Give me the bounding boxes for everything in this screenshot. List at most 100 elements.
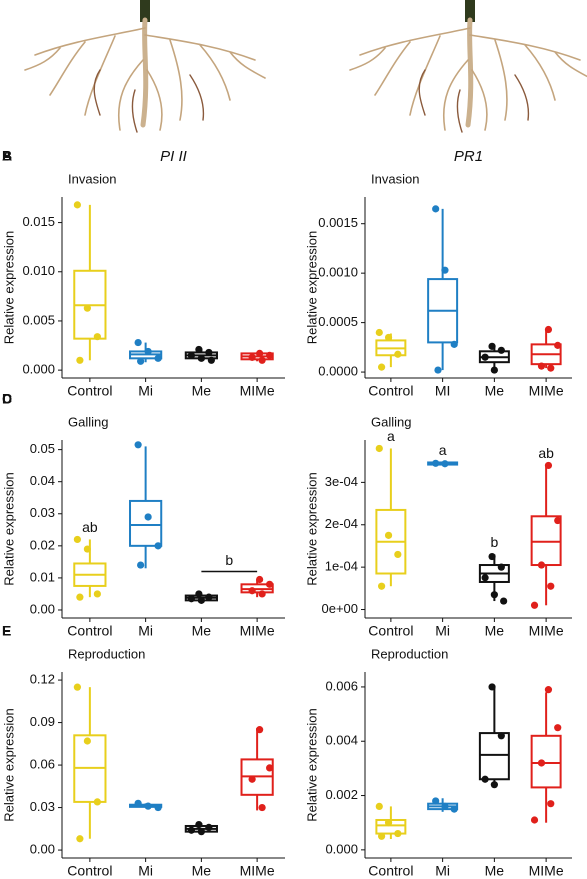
data-point bbox=[258, 356, 266, 364]
data-point bbox=[441, 802, 449, 811]
data-point bbox=[187, 351, 195, 359]
y-tick-label: 0.00 bbox=[30, 842, 55, 857]
panel-subtitle: Invasion bbox=[68, 171, 116, 186]
y-tick-label: 0.006 bbox=[325, 678, 358, 693]
box bbox=[530, 734, 562, 789]
data-point bbox=[248, 775, 256, 783]
data-point bbox=[134, 441, 142, 449]
data-point bbox=[378, 582, 386, 590]
x-tick-label: Me bbox=[192, 623, 212, 639]
y-tick-label: 0.010 bbox=[22, 263, 55, 278]
data-point bbox=[481, 775, 489, 783]
data-point bbox=[375, 444, 383, 453]
data-point bbox=[248, 353, 256, 361]
data-point bbox=[154, 354, 162, 362]
data-point bbox=[554, 516, 562, 525]
data-point bbox=[197, 596, 205, 604]
data-point bbox=[137, 357, 145, 365]
data-point bbox=[432, 205, 440, 213]
data-point bbox=[258, 590, 266, 598]
data-point bbox=[144, 802, 152, 810]
box bbox=[129, 499, 163, 547]
panel: A PI II Invasion Relative expression 0.000 0.… bbox=[1, 148, 285, 399]
data-point bbox=[256, 349, 264, 358]
root-illustration bbox=[24, 0, 266, 133]
panel: F Reproduction Relative expression 0.000 0.0… bbox=[2, 623, 572, 879]
data-point bbox=[197, 828, 205, 836]
data-point bbox=[490, 366, 498, 374]
significance-letter: ab bbox=[538, 445, 554, 461]
y-tick-label: 0.05 bbox=[30, 441, 55, 456]
y-tick-label: 0.0015 bbox=[318, 215, 358, 230]
data-point bbox=[481, 574, 489, 582]
y-tick-label: 0.015 bbox=[22, 214, 55, 229]
data-point bbox=[450, 805, 458, 813]
x-tick-label: Me bbox=[485, 863, 505, 879]
data-point bbox=[154, 542, 162, 550]
y-tick-label: 0.02 bbox=[30, 537, 55, 552]
x-tick-label: Me bbox=[485, 383, 505, 399]
x-tick-label: MIMe bbox=[529, 863, 564, 879]
data-point bbox=[544, 686, 553, 694]
data-point bbox=[394, 829, 402, 838]
data-point bbox=[488, 683, 496, 691]
data-point bbox=[197, 354, 205, 362]
data-point bbox=[207, 356, 215, 364]
data-point bbox=[530, 816, 539, 824]
data-point bbox=[497, 732, 505, 740]
data-point bbox=[375, 328, 383, 337]
significance-letter: a bbox=[387, 428, 395, 444]
y-tick-label: 0.002 bbox=[325, 787, 358, 802]
x-tick-label: Control bbox=[67, 383, 112, 399]
panel: D Galling Relative expression 0e+00 1e-04 2e-… bbox=[2, 391, 572, 639]
data-point bbox=[554, 341, 562, 349]
significance-letter: b bbox=[490, 534, 498, 550]
x-tick-label: Mi bbox=[435, 863, 450, 879]
y-tick-label: 0e+00 bbox=[321, 601, 358, 616]
y-axis-label: Relative expression bbox=[1, 472, 16, 585]
data-point bbox=[137, 561, 145, 569]
data-point bbox=[530, 601, 539, 609]
data-point bbox=[256, 726, 264, 734]
x-tick-label: Me bbox=[485, 623, 505, 639]
data-point bbox=[76, 593, 84, 601]
data-point bbox=[187, 595, 195, 603]
y-axis-label: Relative expression bbox=[304, 231, 319, 344]
data-point bbox=[83, 737, 91, 745]
data-point bbox=[537, 362, 546, 370]
y-tick-label: 0.000 bbox=[22, 362, 55, 377]
data-point bbox=[93, 590, 101, 598]
data-point bbox=[93, 333, 101, 341]
significance-letter: b bbox=[225, 552, 233, 568]
data-point bbox=[497, 346, 505, 354]
panel: B PR1 Invasion Relative expression 0.0000 0.0… bbox=[2, 148, 572, 399]
panel-subtitle: Reproduction bbox=[68, 646, 145, 661]
y-axis-label: Relative expression bbox=[304, 708, 319, 821]
data-point bbox=[205, 348, 213, 357]
x-tick-label: MIMe bbox=[529, 383, 564, 399]
root-illustration bbox=[349, 0, 587, 133]
panel-subtitle: Invasion bbox=[371, 171, 419, 186]
y-axis-label: Relative expression bbox=[1, 231, 16, 344]
panel-letter: D bbox=[2, 391, 12, 407]
significance-letter: ab bbox=[82, 519, 98, 535]
data-point bbox=[76, 835, 84, 843]
data-point bbox=[256, 575, 264, 584]
x-tick-label: Me bbox=[192, 383, 212, 399]
data-point bbox=[432, 797, 440, 805]
data-point bbox=[490, 781, 498, 789]
y-tick-label: 0.0010 bbox=[318, 265, 358, 280]
data-point bbox=[134, 799, 142, 807]
y-tick-label: 3e-04 bbox=[325, 474, 358, 489]
data-point bbox=[394, 350, 402, 358]
data-point bbox=[500, 597, 508, 605]
data-point bbox=[547, 364, 555, 372]
data-point bbox=[205, 593, 213, 601]
y-tick-label: 0.000 bbox=[325, 841, 358, 856]
y-tick-label: 0.12 bbox=[30, 672, 55, 687]
x-tick-label: Control bbox=[368, 623, 413, 639]
x-tick-label: Control bbox=[67, 863, 112, 879]
data-point bbox=[497, 563, 505, 571]
data-point bbox=[266, 764, 274, 772]
